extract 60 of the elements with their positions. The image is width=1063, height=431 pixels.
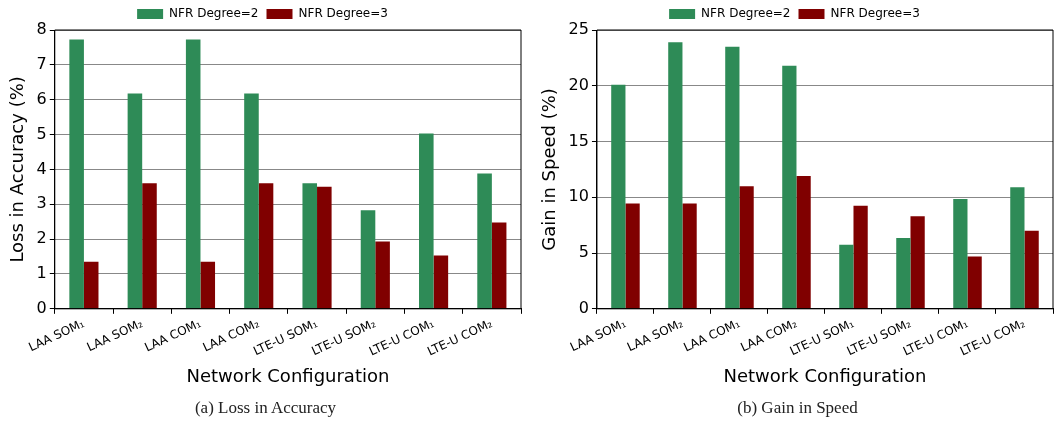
x-tick-label: LAA COM₁ xyxy=(142,316,204,355)
bar xyxy=(682,203,697,309)
bar xyxy=(200,261,216,309)
bar xyxy=(302,183,318,309)
y-tick-label: 4 xyxy=(36,158,47,178)
y-tick-label: 6 xyxy=(36,88,47,108)
y-tick-label: 2 xyxy=(36,228,47,248)
bar xyxy=(142,183,157,309)
y-axis-title: Gain in Speed (%) xyxy=(538,88,560,251)
bar xyxy=(258,183,274,309)
bar xyxy=(317,186,332,309)
y-tick-label: 10 xyxy=(568,186,589,206)
bar xyxy=(127,93,143,309)
y-tick-label: 1 xyxy=(36,263,47,283)
y-tick-label: 5 xyxy=(578,242,589,262)
bar xyxy=(796,176,811,309)
bar xyxy=(83,261,99,309)
y-tick-label: 20 xyxy=(568,74,589,94)
bar xyxy=(910,216,925,309)
x-axis-title: Network Configuration xyxy=(186,364,390,386)
y-tick-label: 0 xyxy=(578,297,589,317)
bar xyxy=(668,42,683,309)
bar xyxy=(839,244,854,309)
bar xyxy=(185,39,201,309)
bar xyxy=(244,93,259,309)
bar xyxy=(625,203,640,309)
bar xyxy=(953,198,968,309)
bar xyxy=(69,39,84,309)
bar xyxy=(375,241,390,309)
bar xyxy=(896,238,911,309)
y-tick-label: 8 xyxy=(36,19,47,39)
legend-label: NFR Degree=3 xyxy=(830,6,920,21)
x-tick-label: LAA SOM₂ xyxy=(84,316,145,355)
bar xyxy=(1010,187,1025,309)
legend-label: NFR Degree=2 xyxy=(701,6,791,21)
x-axis-title: Network Configuration xyxy=(723,364,927,386)
text: (b) Gain in Speed xyxy=(736,398,859,418)
y-tick-label: 5 xyxy=(36,123,47,143)
bar xyxy=(491,222,507,309)
y-tick-label: 15 xyxy=(568,130,589,150)
y-tick-label: 0 xyxy=(36,297,47,317)
legend-label: NFR Degree=3 xyxy=(298,6,388,21)
legend-label: NFR Degree=2 xyxy=(169,6,259,21)
y-tick-label: 7 xyxy=(36,54,47,74)
y-axis-title: Loss in Accuracy (%) xyxy=(6,76,28,263)
bar xyxy=(477,173,492,309)
bar xyxy=(725,46,740,309)
bar xyxy=(419,133,434,309)
bar xyxy=(782,65,797,309)
x-tick-label: LAA SOM₁ xyxy=(26,316,87,355)
y-tick-label: 25 xyxy=(568,19,589,39)
bar xyxy=(611,84,626,309)
bar xyxy=(1024,230,1039,309)
bar xyxy=(433,255,449,309)
text: (a) Loss in Accuracy xyxy=(193,398,338,418)
bar xyxy=(967,256,982,309)
bar xyxy=(739,186,754,309)
y-tick-label: 3 xyxy=(36,193,47,213)
bar xyxy=(360,210,376,309)
bar xyxy=(853,205,868,309)
